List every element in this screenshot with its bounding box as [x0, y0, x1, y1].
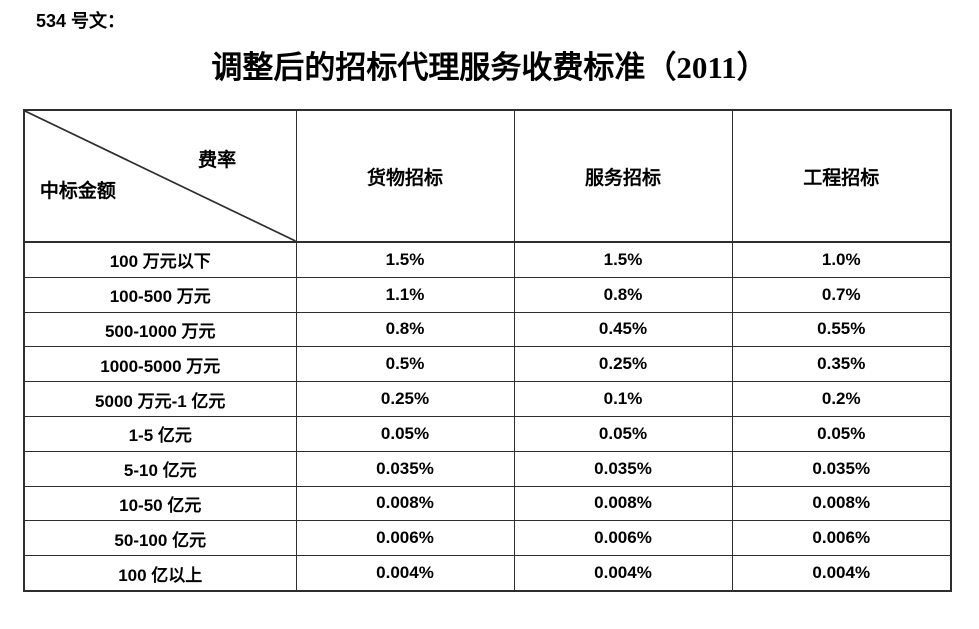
- rate-cell: 0.006%: [731, 520, 952, 557]
- rate-cell: 0.008%: [295, 485, 515, 522]
- row-label-amount-range: 500-1000 万元: [23, 311, 297, 348]
- row-label-amount-range: 10-50 亿元: [23, 485, 297, 522]
- table-row: 100 万元以下 1.5% 1.5% 1.0%: [23, 241, 952, 278]
- rate-cell: 0.004%: [295, 555, 515, 592]
- row-label-amount-range: 100 万元以下: [23, 241, 297, 278]
- rate-cell: 0.1%: [513, 381, 733, 417]
- rate-cell: 0.55%: [731, 311, 952, 348]
- rate-cell: 0.035%: [731, 450, 952, 487]
- rate-cell: 0.035%: [295, 450, 515, 487]
- corner-label-fee-rate: 费率: [198, 149, 237, 171]
- row-label-amount-range: 1-5 亿元: [23, 415, 297, 452]
- rate-cell: 0.5%: [295, 346, 515, 383]
- rate-cell: 0.8%: [513, 276, 733, 313]
- row-label-amount-range: 50-100 亿元: [23, 520, 297, 557]
- rate-cell: 0.004%: [513, 555, 733, 592]
- rate-cell: 0.2%: [731, 381, 952, 417]
- rate-cell: 0.45%: [513, 311, 733, 348]
- column-header-goods: 货物招标: [295, 109, 515, 243]
- table-row: 10-50 亿元 0.008% 0.008% 0.008%: [23, 485, 952, 522]
- rate-cell: 1.5%: [295, 241, 515, 278]
- diagonal-divider-line: [25, 111, 296, 241]
- rate-cell: 0.05%: [513, 415, 733, 452]
- row-label-amount-range: 5000 万元-1 亿元: [23, 381, 297, 417]
- diagonal-header-cell: 费率 中标金额: [23, 109, 297, 243]
- rate-cell: 0.008%: [731, 485, 952, 522]
- corner-label-bid-amount: 中标金额: [39, 181, 116, 202]
- header-row: 费率 中标金额 货物招标 服务招标 工程招标: [23, 109, 952, 243]
- rate-cell: 0.006%: [295, 520, 515, 557]
- table-row: 1-5 亿元 0.05% 0.05% 0.05%: [23, 415, 952, 452]
- rate-cell: 0.25%: [513, 346, 733, 383]
- table-row: 50-100 亿元 0.006% 0.006% 0.006%: [23, 520, 952, 557]
- table-row: 5-10 亿元 0.035% 0.035% 0.035%: [23, 450, 952, 487]
- table-row: 100 亿以上 0.004% 0.004% 0.004%: [23, 555, 952, 592]
- rate-cell: 1.5%: [513, 241, 733, 278]
- row-label-amount-range: 100-500 万元: [23, 276, 297, 313]
- rate-cell: 0.004%: [731, 555, 952, 592]
- rate-cell: 0.006%: [513, 520, 733, 557]
- page-title: 调整后的招标代理服务收费标准（2011）: [211, 50, 768, 85]
- row-label-amount-range: 5-10 亿元: [23, 450, 297, 487]
- column-header-services: 服务招标: [513, 109, 733, 243]
- column-header-engineering: 工程招标: [731, 109, 952, 243]
- rate-cell: 1.1%: [295, 276, 515, 313]
- doc-number-label: 534 号文：: [36, 11, 126, 31]
- rate-cell: 1.0%: [731, 241, 952, 278]
- row-label-amount-range: 1000-5000 万元: [23, 346, 297, 383]
- rate-cell: 0.8%: [295, 311, 515, 348]
- row-label-amount-range: 100 亿以上: [23, 555, 297, 592]
- rate-cell: 0.25%: [295, 381, 515, 417]
- rate-cell: 0.35%: [731, 346, 952, 383]
- rate-cell: 0.008%: [513, 485, 733, 522]
- rate-cell: 0.7%: [731, 276, 952, 313]
- fee-rate-table: 费率 中标金额 货物招标 服务招标 工程招标 100 万元以下 1.5% 1.5…: [23, 109, 952, 592]
- table-row: 5000 万元-1 亿元 0.25% 0.1% 0.2%: [23, 381, 952, 417]
- table-row: 100-500 万元 1.1% 0.8% 0.7%: [23, 276, 952, 313]
- rate-cell: 0.05%: [731, 415, 952, 452]
- rate-cell: 0.05%: [295, 415, 515, 452]
- table-row: 500-1000 万元 0.8% 0.45% 0.55%: [23, 311, 952, 348]
- rate-cell: 0.035%: [513, 450, 733, 487]
- table-row: 1000-5000 万元 0.5% 0.25% 0.35%: [23, 346, 952, 383]
